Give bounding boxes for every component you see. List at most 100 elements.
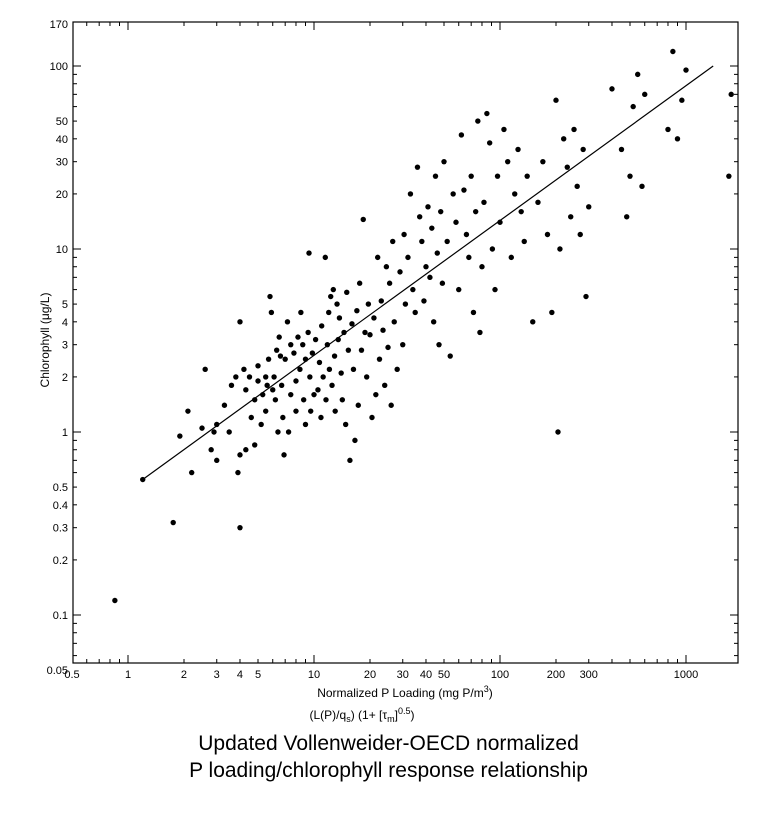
x-tick-label: 4 <box>237 669 243 681</box>
y-tick-label: 0.2 <box>53 555 68 567</box>
data-point <box>402 301 409 307</box>
data-point <box>456 286 462 293</box>
data-point <box>477 329 483 336</box>
data-point <box>508 254 514 261</box>
data-point <box>524 173 530 179</box>
regression-line <box>142 65 714 480</box>
data-point <box>423 264 429 270</box>
data-point <box>571 126 577 133</box>
data-point <box>140 476 146 483</box>
data-point <box>235 469 241 476</box>
data-point <box>635 71 641 78</box>
data-point <box>252 442 258 448</box>
data-point <box>302 421 309 428</box>
data-point <box>630 103 636 110</box>
data-point <box>306 250 312 256</box>
data-point <box>248 414 254 421</box>
data-point <box>352 437 358 444</box>
data-point <box>358 347 365 353</box>
caption-line-1: Updated Vollenweider-OECD normalized <box>198 732 579 755</box>
data-point <box>397 269 403 275</box>
data-point <box>300 341 306 348</box>
y-tick-label: 20 <box>56 189 68 201</box>
data-point <box>318 414 324 421</box>
y-tick-label: 30 <box>56 157 68 169</box>
data-point <box>367 332 373 338</box>
data-point <box>665 126 671 133</box>
data-point <box>577 231 583 238</box>
data-point <box>421 298 427 304</box>
data-point <box>486 140 493 146</box>
data-point <box>385 344 391 351</box>
data-point <box>430 319 437 325</box>
data-point <box>383 264 390 270</box>
data-point <box>419 238 425 245</box>
data-point <box>188 469 195 476</box>
data-point <box>609 86 615 92</box>
data-point <box>202 366 208 373</box>
data-point <box>429 225 435 231</box>
x-tick-label: 10 <box>308 669 320 681</box>
data-point <box>237 452 243 458</box>
data-point <box>276 334 282 340</box>
data-point <box>557 246 563 252</box>
y-tick-label: 2 <box>62 372 68 384</box>
data-point <box>458 132 465 138</box>
data-point <box>273 347 280 353</box>
data-point <box>412 309 418 316</box>
data-point <box>293 378 299 384</box>
data-point <box>330 286 337 293</box>
data-point <box>627 173 633 179</box>
data-point <box>341 329 347 336</box>
data-point <box>214 457 220 464</box>
y-tick-label: 0.4 <box>53 500 68 512</box>
data-point <box>211 429 217 435</box>
data-point <box>272 397 279 403</box>
data-point <box>515 146 521 153</box>
y-tick-label: 0.5 <box>53 482 68 494</box>
data-point <box>226 429 232 435</box>
data-point <box>241 366 247 373</box>
data-point <box>639 183 645 190</box>
data-point <box>439 280 446 286</box>
data-point <box>390 238 396 245</box>
data-point <box>339 397 346 403</box>
data-point <box>436 341 442 348</box>
data-point <box>544 231 551 238</box>
data-point <box>338 370 344 376</box>
data-point <box>349 321 355 327</box>
data-point <box>298 309 304 316</box>
data-point <box>380 327 386 333</box>
data-point <box>492 286 498 293</box>
data-point <box>305 329 311 336</box>
data-point <box>335 336 341 343</box>
data-point <box>293 408 299 414</box>
data-point <box>365 301 372 307</box>
data-point <box>475 118 481 124</box>
data-point <box>484 110 490 117</box>
data-point <box>278 382 285 388</box>
data-point <box>265 356 272 362</box>
data-point <box>275 429 281 435</box>
data-point <box>243 387 249 393</box>
data-point <box>564 164 570 170</box>
data-point <box>489 246 496 252</box>
x-tick-label: 1000 <box>674 669 698 681</box>
y-tick-label: 0.1 <box>53 610 68 622</box>
data-points <box>112 48 734 604</box>
data-point <box>472 208 479 215</box>
data-point <box>258 421 264 428</box>
data-point <box>318 323 325 329</box>
data-point <box>185 408 191 414</box>
data-point <box>618 146 625 153</box>
data-point <box>394 366 400 373</box>
data-point <box>307 374 313 380</box>
data-point <box>328 293 334 300</box>
y-tick-label: 4 <box>62 317 68 329</box>
x-tick-label: 2 <box>181 669 187 681</box>
x-tick-label: 1 <box>125 669 131 681</box>
data-point <box>356 280 363 286</box>
data-point <box>512 191 518 197</box>
data-point <box>329 382 335 388</box>
data-point <box>407 191 414 197</box>
